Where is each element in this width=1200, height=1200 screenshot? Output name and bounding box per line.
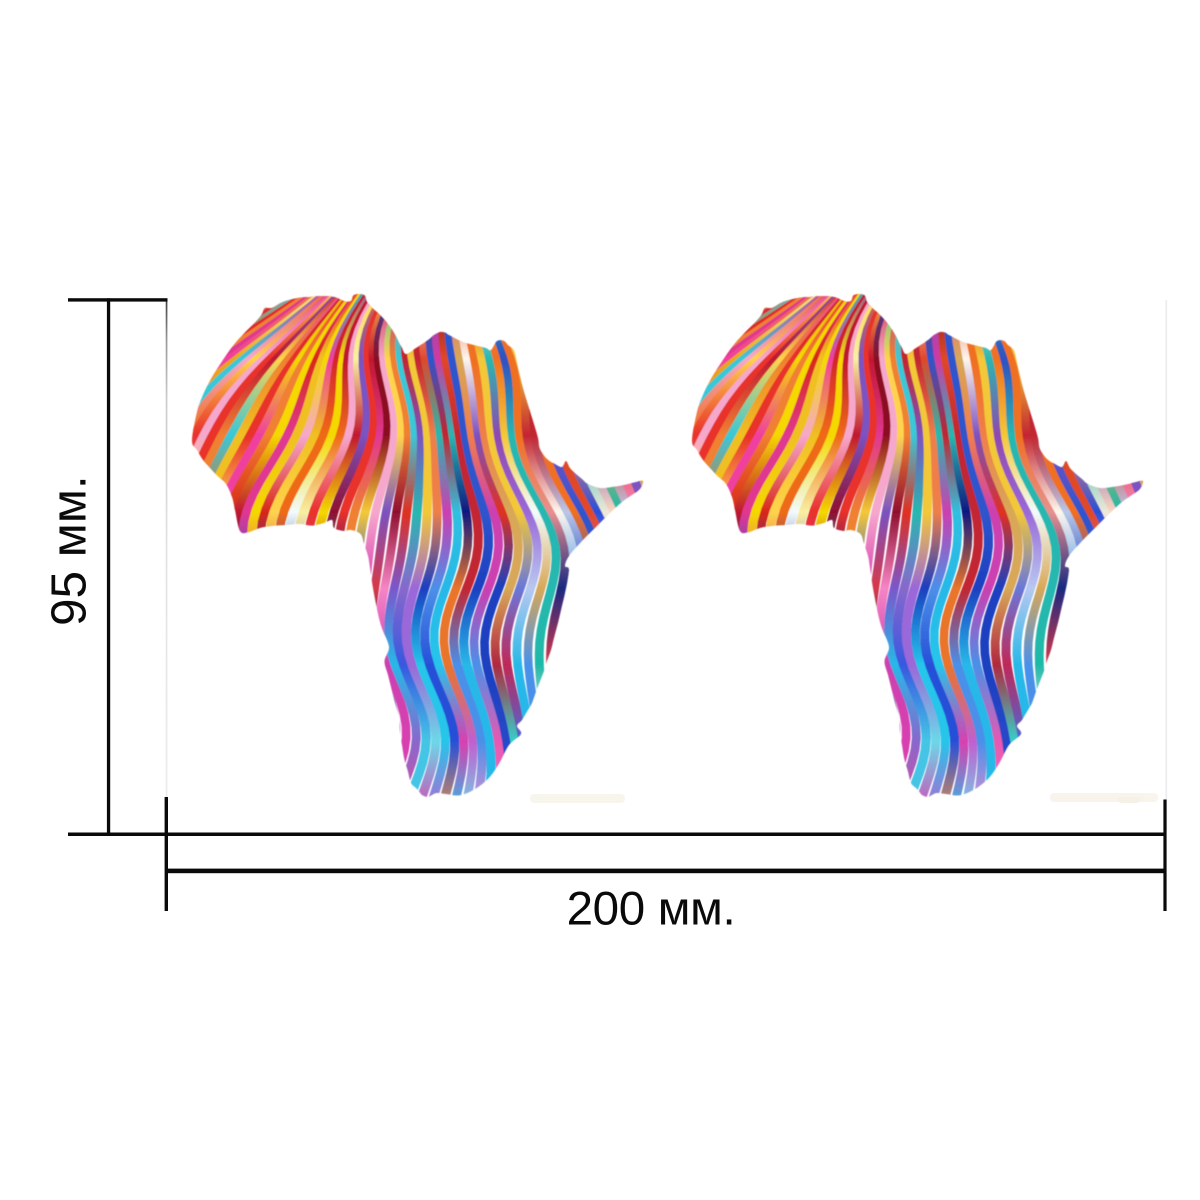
svg-text:95 мм.: 95 мм. (42, 475, 97, 626)
svg-text:200 мм.: 200 мм. (567, 883, 736, 936)
